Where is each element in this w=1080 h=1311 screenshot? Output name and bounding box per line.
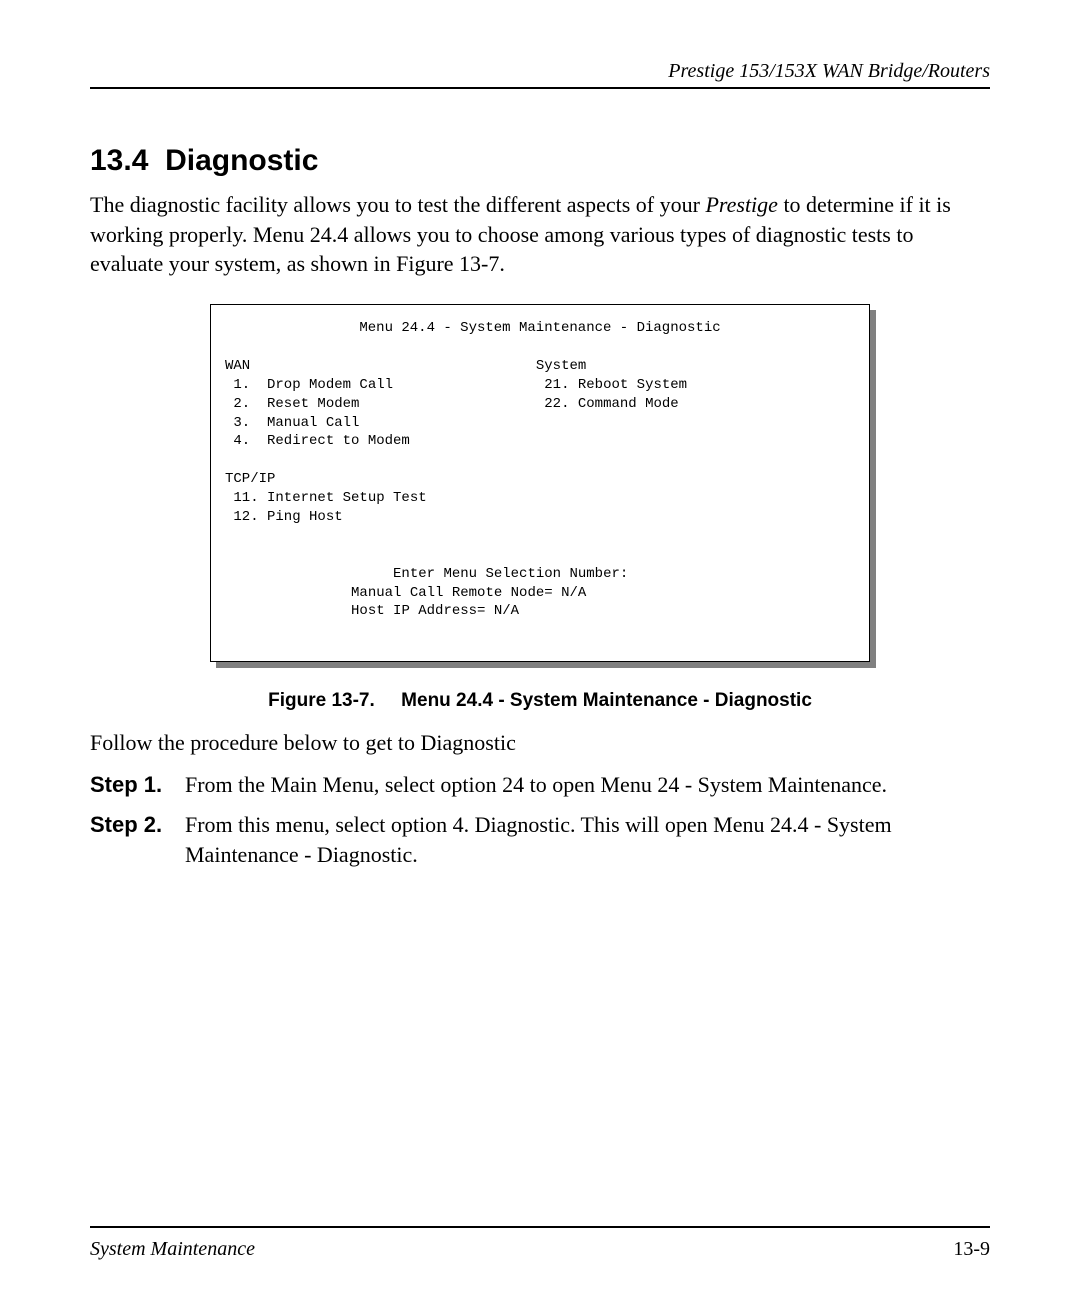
footer-rule <box>90 1226 990 1228</box>
section-title: 13.4 Diagnostic <box>90 144 990 178</box>
header: Prestige 153/153X WAN Bridge/Routers <box>90 60 990 89</box>
step-label-2: Step 2. <box>90 810 185 869</box>
term-prompt3: Host IP Address= N/A <box>351 603 519 619</box>
follow-text: Follow the procedure below to get to Dia… <box>90 730 990 756</box>
term-tcp-2: 12. Ping Host <box>225 509 343 525</box>
term-wan-3: 3. Manual Call <box>225 415 359 431</box>
figure-caption-text: Menu 24.4 - System Maintenance - Diagnos… <box>401 690 812 711</box>
step-row-2: Step 2. From this menu, select option 4.… <box>90 810 990 869</box>
term-wan-4: 4. Redirect to Modem <box>225 433 410 449</box>
page: Prestige 153/153X WAN Bridge/Routers 13.… <box>0 0 1080 1311</box>
header-rule <box>90 87 990 89</box>
intro-part1: The diagnostic facility allows you to te… <box>90 192 705 217</box>
terminal-screen: Menu 24.4 - System Maintenance - Diagnos… <box>210 304 870 662</box>
term-sys-2: 22. Command Mode <box>536 396 679 412</box>
terminal-title: Menu 24.4 - System Maintenance - Diagnos… <box>225 319 855 338</box>
term-wan-heading: WAN <box>225 358 250 374</box>
term-wan-2: 2. Reset Modem <box>225 396 359 412</box>
term-prompt1: Enter Menu Selection Number: <box>393 566 628 582</box>
intro-paragraph: The diagnostic facility allows you to te… <box>90 190 990 279</box>
term-prompt2: Manual Call Remote Node= N/A <box>351 585 586 601</box>
header-text: Prestige 153/153X WAN Bridge/Routers <box>90 60 990 87</box>
term-sys-1: 21. Reboot System <box>536 377 687 393</box>
term-tcp-1: 11. Internet Setup Test <box>225 490 427 506</box>
intro-emph: Prestige <box>705 192 778 217</box>
figure-caption: Figure 13-7. Menu 24.4 - System Maintena… <box>90 690 990 712</box>
footer: System Maintenance 13-9 <box>90 1226 990 1261</box>
section-title-text: Diagnostic <box>165 144 318 177</box>
section-number: 13.4 <box>90 144 148 177</box>
terminal-figure: Menu 24.4 - System Maintenance - Diagnos… <box>210 304 870 662</box>
step-text-2: From this menu, select option 4. Diagnos… <box>185 810 990 869</box>
figure-label: Figure 13-7. <box>268 690 375 711</box>
footer-left: System Maintenance <box>90 1238 255 1261</box>
step-row-1: Step 1. From the Main Menu, select optio… <box>90 770 990 800</box>
term-system-heading: System <box>536 358 586 374</box>
term-wan-1: 1. Drop Modem Call <box>225 377 393 393</box>
step-label-1: Step 1. <box>90 770 185 800</box>
step-text-1: From the Main Menu, select option 24 to … <box>185 770 990 800</box>
footer-right: 13-9 <box>953 1238 990 1261</box>
term-tcp-heading: TCP/IP <box>225 471 275 487</box>
footer-row: System Maintenance 13-9 <box>90 1238 990 1261</box>
